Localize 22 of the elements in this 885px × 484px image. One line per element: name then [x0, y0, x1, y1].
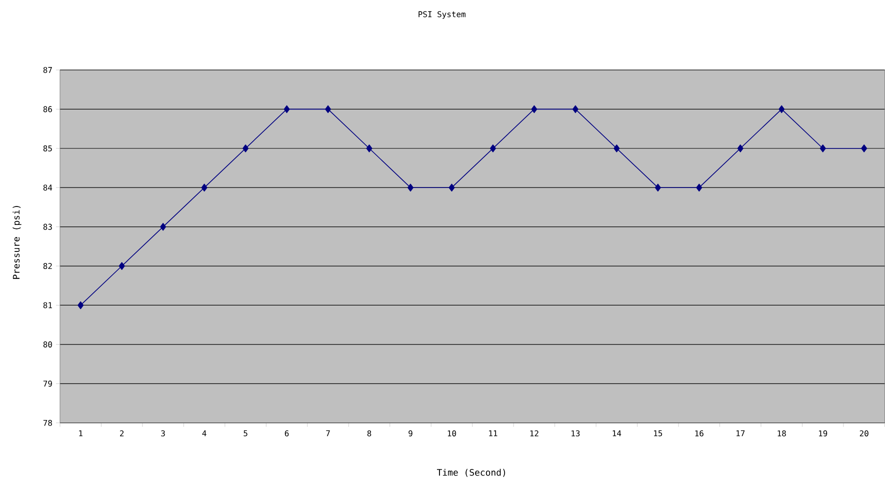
point — [490, 144, 496, 152]
point — [78, 301, 84, 310]
point — [325, 105, 332, 114]
point — [201, 184, 208, 192]
point — [778, 105, 785, 114]
point — [820, 144, 826, 152]
point — [407, 184, 414, 192]
point — [737, 144, 744, 152]
point — [696, 184, 702, 192]
point — [284, 105, 290, 114]
point — [614, 144, 620, 152]
point — [242, 144, 249, 152]
point — [531, 105, 538, 114]
point — [572, 105, 578, 114]
point — [160, 222, 166, 231]
point — [448, 184, 455, 192]
y-axis-title: Pressure (psi) — [12, 206, 22, 279]
point — [366, 144, 372, 152]
x-axis-title: Time (Second) — [436, 468, 506, 477]
point — [654, 184, 661, 192]
point — [118, 262, 125, 270]
point — [861, 144, 868, 152]
